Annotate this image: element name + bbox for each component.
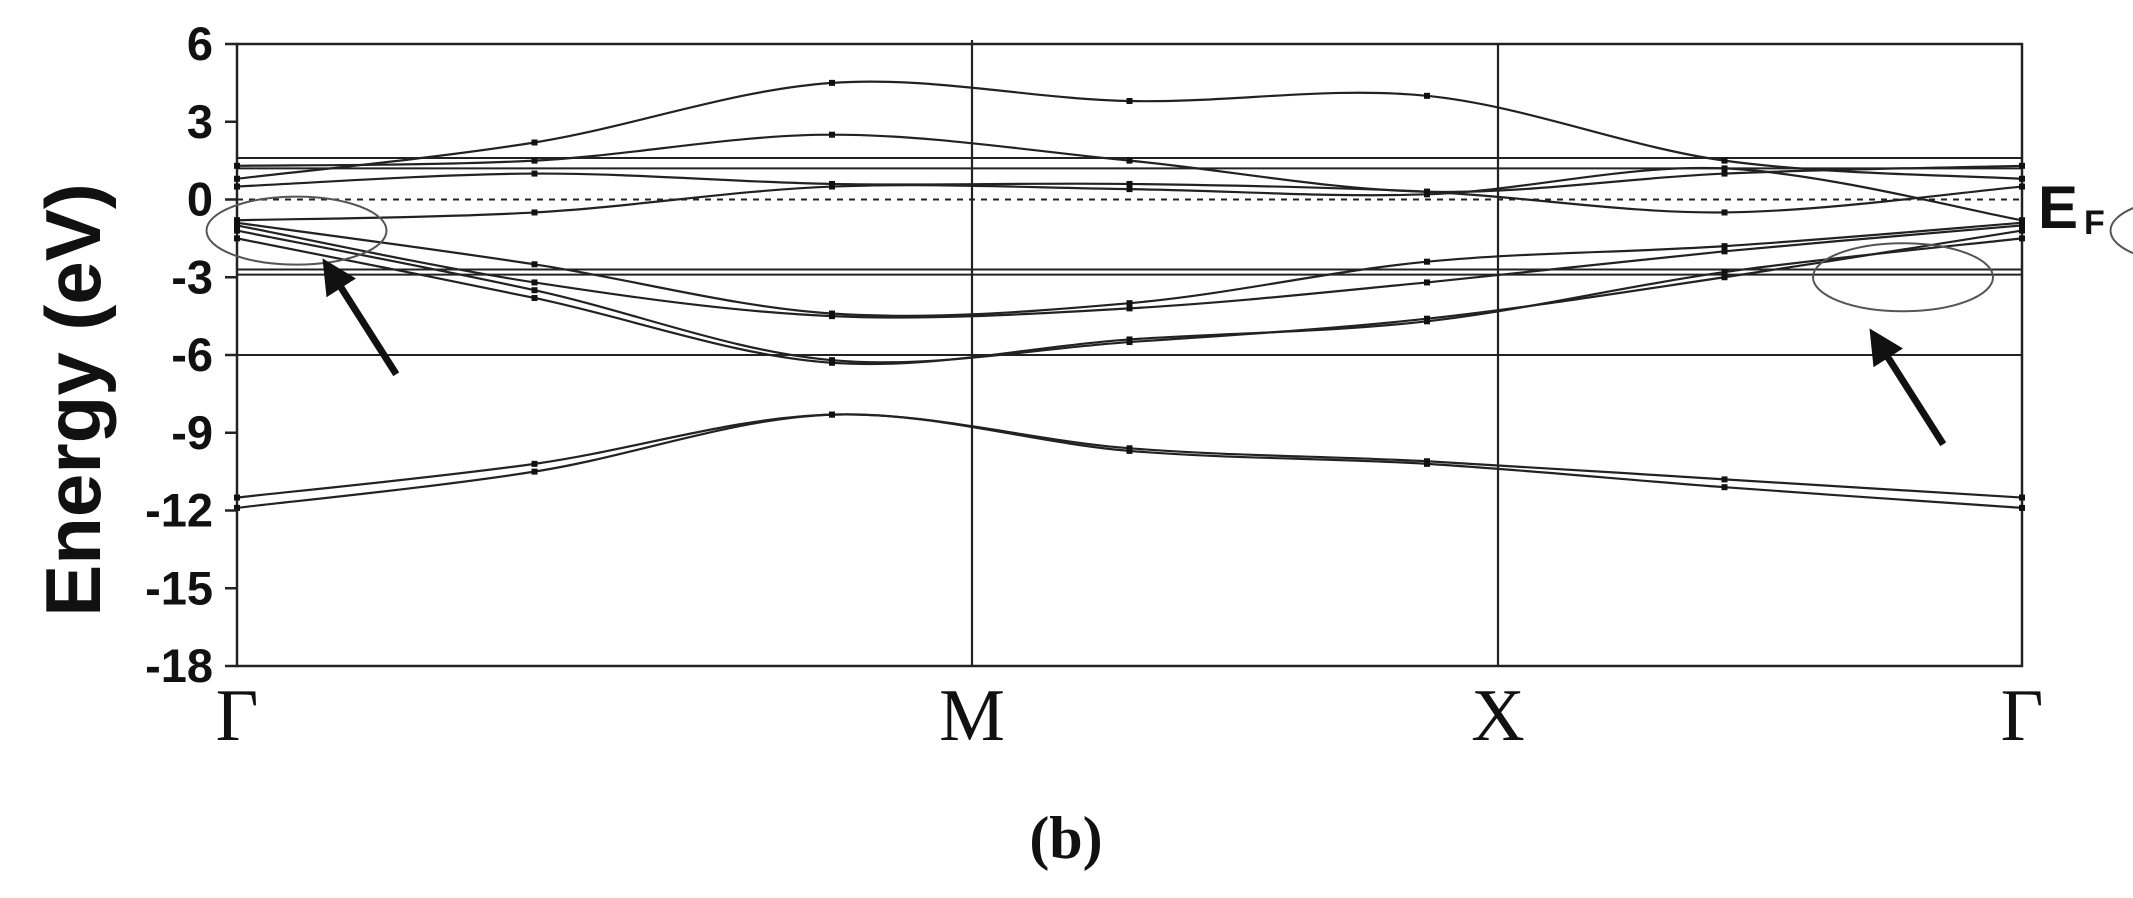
band-lines [234,79,2025,511]
band-point [1126,186,1133,193]
band-point [234,222,240,229]
band-point [531,460,538,467]
band-point [531,294,538,301]
band-point [234,235,240,242]
fermi-label-sub: F [2084,204,2105,242]
band-point [2019,175,2025,182]
band-point [1424,279,1430,286]
x-tick-label: M [939,675,1005,757]
annotations [205,195,2133,447]
y-tick-label: -12 [145,484,213,537]
band-point [1721,170,1728,177]
y-tick-label: -3 [171,250,213,303]
band-point [531,287,538,294]
y-tick-label: -9 [171,406,213,459]
band-point [234,162,240,169]
pointer-arrow [322,258,400,377]
band-curve [236,413,2023,499]
band-point [234,504,240,511]
fermi-label-main: E [2038,174,2078,241]
band-point [829,313,835,320]
band-point [1126,305,1133,312]
band-point [2019,227,2025,234]
y-tick-label: 6 [187,17,213,70]
band-point [1721,248,1728,255]
fermi-level-label: E F [2038,174,2105,242]
band-point [531,261,538,268]
band-point [234,494,240,501]
band-point [2019,222,2025,229]
band-point [1424,191,1430,198]
pointer-arrow [1869,328,1947,447]
band-point [829,183,835,190]
band-point [1424,258,1430,265]
y-tick-label: 3 [187,95,213,148]
highlight-ellipse [1812,242,1994,313]
band-point [829,79,835,86]
band-point [2019,235,2025,242]
highlight-ellipse [205,195,388,266]
band-point [234,227,240,234]
y-axis-label: Energy (eV) [29,183,117,616]
band-curve [236,80,2023,180]
band-point [531,157,538,164]
y-ticks: 6 3 0 -3 -6 -9 -12 -15 -18 [145,17,237,692]
band-point [1721,484,1728,491]
band-point [1126,180,1133,187]
band-point [2019,183,2025,190]
band-point [1721,269,1728,276]
y-tick-label: 0 [187,173,213,226]
x-tick-label: Γ [2001,675,2044,757]
y-tick-label: -6 [171,328,213,381]
band-point [531,279,538,286]
band-point [2019,162,2025,169]
band-point [829,131,835,138]
band-point [1721,165,1728,172]
band-point [234,183,240,190]
band-point [1721,243,1728,250]
band-point [1721,274,1728,281]
x-tick-label: X [1471,675,1524,757]
band-curve [236,413,2023,510]
figure-caption: (b) [1029,805,1102,871]
band-point [1126,336,1133,343]
band-point [1126,157,1133,164]
band-point [1721,157,1728,164]
band-point [2019,504,2025,511]
band-point [829,411,835,418]
x-tick-label: Γ [216,675,259,757]
band-point [1126,447,1133,454]
band-point [234,175,240,182]
band-point [1424,460,1430,467]
band-point [2019,494,2025,501]
band-point [1126,300,1133,307]
band-point [531,468,538,475]
highlight-ellipse [2109,207,2133,255]
band-point [1424,318,1430,325]
band-point [829,359,835,366]
band-point [531,139,538,146]
band-point [1721,476,1728,483]
y-tick-label: -18 [145,639,213,692]
band-point [1721,209,1728,216]
band-point [1424,92,1430,99]
y-tick-label: -15 [145,561,213,614]
band-curve [236,172,2023,214]
band-point [1126,98,1133,105]
band-point [531,170,538,177]
band-point [531,209,538,216]
